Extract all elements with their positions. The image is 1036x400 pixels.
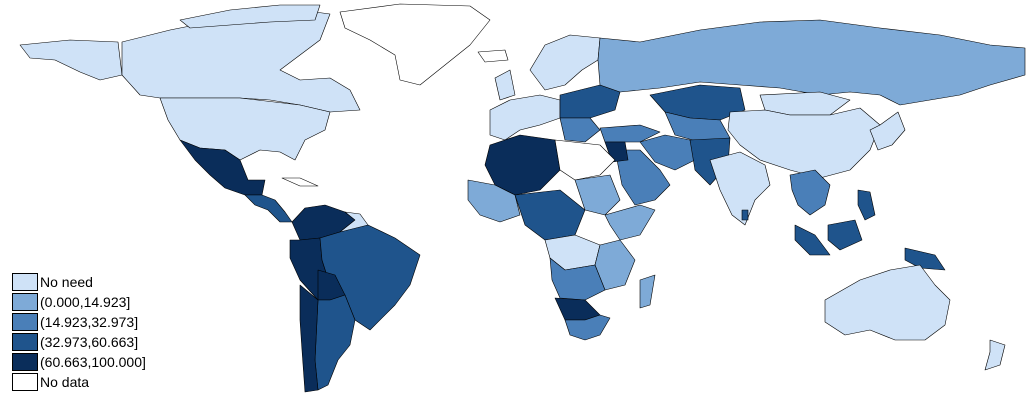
legend-label: No data — [40, 374, 90, 390]
region-central-america — [244, 194, 293, 223]
region-libya-egypt — [554, 139, 616, 181]
region-greenland — [339, 3, 491, 86]
region-western-europe — [489, 94, 561, 141]
region-borneo — [827, 219, 863, 251]
region-canada — [121, 9, 361, 113]
legend-label: No need — [40, 274, 93, 290]
legend-swatch — [12, 313, 38, 331]
region-scandinavia — [529, 34, 601, 91]
region-balkans — [559, 117, 601, 143]
region-cuba — [281, 177, 319, 187]
region-madagascar — [639, 274, 656, 309]
legend-label: (0.000,14.923] — [40, 294, 131, 310]
region-australia — [824, 264, 951, 341]
legend-item-class-1: (0.000,14.923] — [12, 292, 146, 312]
region-china — [727, 107, 881, 179]
region-argentina — [314, 294, 356, 391]
region-indonesia-west — [794, 224, 831, 256]
legend-swatch — [12, 333, 38, 351]
legend-item-no-need: No need — [12, 272, 146, 292]
region-horn-africa — [604, 204, 656, 241]
legend-label: (60.663,100.000] — [40, 354, 146, 370]
legend-item-class-3: (32.973,60.663] — [12, 332, 146, 352]
region-korea-japan — [869, 111, 906, 151]
legend-item-class-4: (60.663,100.000] — [12, 352, 146, 372]
region-mexico — [179, 139, 266, 196]
legend-label: (32.973,60.663] — [40, 334, 139, 350]
region-new-guinea — [904, 247, 946, 271]
region-turkey — [599, 124, 661, 143]
region-uk — [494, 69, 516, 101]
legend-swatch — [12, 353, 38, 371]
region-north-africa — [484, 134, 561, 196]
region-new-zealand — [984, 339, 1006, 371]
region-alaska — [19, 39, 123, 81]
region-arabia — [614, 149, 671, 206]
region-philippines — [857, 189, 876, 221]
region-chile — [299, 284, 319, 393]
legend-item-class-2: (14.923,32.973] — [12, 312, 146, 332]
region-sri-lanka — [741, 209, 749, 221]
region-sudan — [574, 174, 621, 216]
region-west-africa — [467, 179, 521, 223]
region-south-africa — [564, 314, 611, 341]
region-iceland — [477, 49, 509, 63]
region-southeast-asia — [789, 169, 831, 216]
region-eastern-europe — [559, 84, 621, 119]
legend-label: (14.923,32.973] — [40, 314, 139, 330]
region-usa — [159, 97, 331, 161]
region-central-africa — [514, 189, 586, 241]
region-india — [709, 151, 771, 226]
legend-swatch — [12, 373, 38, 391]
legend-swatch — [12, 293, 38, 311]
region-russia — [597, 19, 1026, 106]
region-angola-zambia — [549, 257, 606, 301]
region-namibia-botswana — [554, 297, 601, 321]
legend-swatch — [12, 273, 38, 291]
region-canada-islands — [179, 4, 321, 29]
map-legend: No need (0.000,14.923] (14.923,32.973] (… — [12, 272, 146, 392]
legend-item-no-data: No data — [12, 372, 146, 392]
